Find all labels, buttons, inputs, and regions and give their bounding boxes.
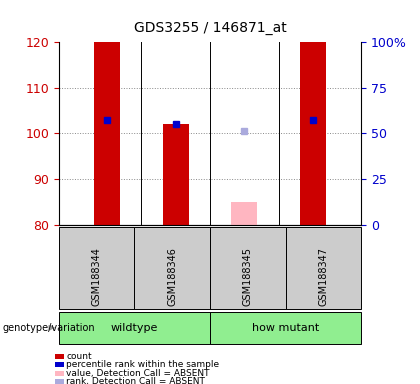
Text: percentile rank within the sample: percentile rank within the sample	[66, 360, 220, 369]
Text: wildtype: wildtype	[111, 323, 158, 333]
Text: GSM188344: GSM188344	[92, 247, 102, 306]
Bar	[231, 202, 257, 225]
Text: count: count	[66, 352, 92, 361]
Text: GDS3255 / 146871_at: GDS3255 / 146871_at	[134, 21, 286, 35]
Text: genotype/variation: genotype/variation	[2, 323, 95, 333]
Text: value, Detection Call = ABSENT: value, Detection Call = ABSENT	[66, 369, 210, 378]
Bar	[94, 42, 120, 225]
Text: how mutant: how mutant	[252, 323, 319, 333]
Text: GSM188346: GSM188346	[167, 247, 177, 306]
Text: GSM188347: GSM188347	[318, 247, 328, 306]
Text: rank, Detection Call = ABSENT: rank, Detection Call = ABSENT	[66, 377, 205, 384]
Bar	[300, 42, 326, 225]
Bar	[163, 124, 189, 225]
Text: GSM188345: GSM188345	[243, 247, 253, 306]
